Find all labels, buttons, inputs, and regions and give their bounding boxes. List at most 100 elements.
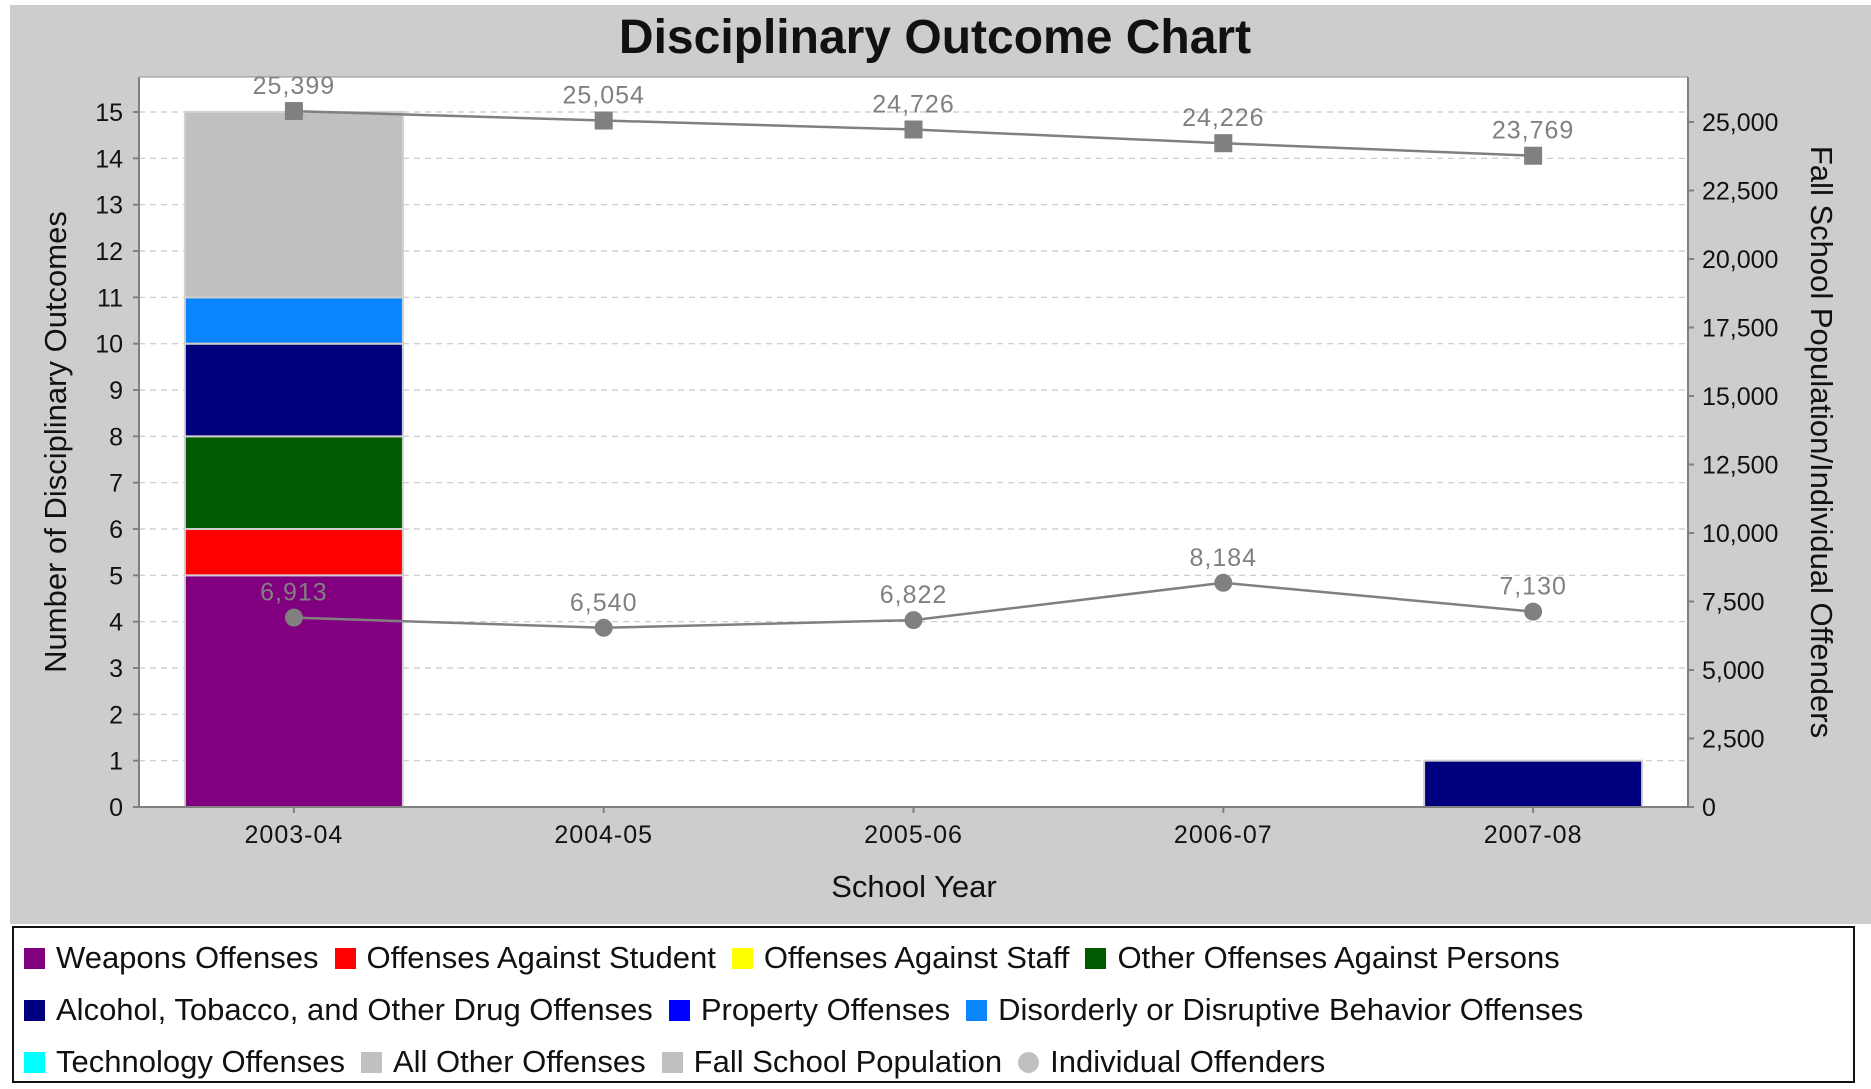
legend-item: Property Offenses <box>668 992 951 1028</box>
legend-item: Individual Offenders <box>1018 1044 1325 1080</box>
legend-label: Technology Offenses <box>56 1044 345 1079</box>
legend-label: Offenses Against Staff <box>763 940 1070 975</box>
y2-tick-label: 0 <box>1702 794 1716 822</box>
data-point-marker <box>1524 602 1543 621</box>
x-tick-label: 2004-05 <box>554 821 653 849</box>
data-point-marker <box>284 102 303 121</box>
data-label: 24,726 <box>872 91 954 119</box>
data-label: 6,913 <box>260 579 328 607</box>
y2-tick-label: 17,500 <box>1702 315 1778 343</box>
legend-swatch-icon <box>24 1051 45 1073</box>
chart-svg: Disciplinary Outcome Chart 25,399 25,054 2… <box>10 5 1871 924</box>
y-tick-label: 2 <box>109 701 123 729</box>
bar-segment <box>183 296 404 345</box>
x-tick-label: 2005-06 <box>864 821 963 849</box>
data-label: 7,130 <box>1499 573 1567 601</box>
y2-tick-label: 5,000 <box>1702 657 1765 685</box>
legend-swatch-icon <box>334 947 356 969</box>
x-tick-label: 2007-08 <box>1484 821 1583 849</box>
y-tick-label: 14 <box>95 145 123 173</box>
data-point-marker <box>904 120 923 139</box>
stacked-bars <box>183 111 1644 809</box>
bar-segment <box>183 528 404 577</box>
y2-tick-label: 12,500 <box>1702 452 1778 480</box>
legend-label: Weapons Offenses <box>56 940 319 975</box>
y2-tick-label: 2,500 <box>1702 726 1765 754</box>
legend-row: Weapons Offenses Offenses Against Student… <box>24 932 1853 984</box>
data-point-marker <box>594 618 613 637</box>
legend-item: All Other Offenses <box>360 1044 646 1080</box>
y-tick-label: 11 <box>97 284 123 312</box>
legend-item: Offenses Against Student <box>334 940 716 976</box>
y-tick-label: 3 <box>109 655 123 683</box>
y-tick-label: 13 <box>95 192 123 220</box>
legend-circle-icon <box>1018 1051 1040 1073</box>
y-tick-label: 1 <box>109 748 123 776</box>
legend-row: Alcohol, Tobacco, and Other Drug Offense… <box>24 984 1853 1036</box>
data-point-marker <box>904 611 923 630</box>
y-tick-label: 4 <box>109 609 123 637</box>
y-tick-label: 5 <box>109 562 123 590</box>
x-tick-label: 2006-07 <box>1174 821 1273 849</box>
data-label: 8,184 <box>1190 544 1258 572</box>
bar-segment <box>1423 759 1644 809</box>
data-label: 24,226 <box>1182 104 1264 132</box>
data-point-marker <box>1524 146 1543 165</box>
y-tick-label: 6 <box>109 516 123 544</box>
y-tick-label: 12 <box>95 238 123 266</box>
legend: Weapons Offenses Offenses Against Student… <box>12 926 1855 1083</box>
legend-swatch-icon <box>668 999 690 1021</box>
y-tick-label: 9 <box>109 377 123 405</box>
legend-row: Technology Offenses All Other Offenses Fal… <box>24 1036 1853 1088</box>
legend-swatch-icon <box>24 947 45 969</box>
y2-tick-label: 15,000 <box>1702 383 1778 411</box>
data-label: 25,054 <box>562 82 644 110</box>
legend-label: Fall School Population <box>693 1044 1003 1079</box>
data-label: 23,769 <box>1492 117 1574 145</box>
line-series: 25,399 25,054 24,726 24,226 23,769 6,913 6,540… <box>253 72 1574 637</box>
y2-tick-label: 7,500 <box>1702 589 1765 617</box>
legend-label: Disorderly or Disruptive Behavior Offens… <box>998 992 1584 1027</box>
y2-tick-label: 10,000 <box>1702 520 1778 548</box>
bar-segment <box>183 435 404 531</box>
y-tick-label: 7 <box>109 470 123 498</box>
x-tick-label: 2003-04 <box>245 821 344 849</box>
legend-swatch-icon <box>360 1051 382 1073</box>
data-label: 6,822 <box>880 581 948 609</box>
chart-title: Disciplinary Outcome Chart <box>619 11 1251 64</box>
legend-swatch-icon <box>966 999 988 1021</box>
y2-tick-label: 22,500 <box>1702 178 1778 206</box>
legend-item: Disorderly or Disruptive Behavior Offens… <box>966 992 1583 1028</box>
y-tick-label: 8 <box>109 423 123 451</box>
x-axis-title: School Year <box>831 869 996 904</box>
axes <box>133 76 1694 813</box>
legend-label: Alcohol, Tobacco, and Other Drug Offense… <box>56 992 653 1027</box>
legend-label: Offenses Against Student <box>366 940 716 975</box>
data-point-marker <box>594 111 613 130</box>
legend-item: Fall School Population <box>661 1044 1003 1080</box>
data-point-marker <box>284 608 303 627</box>
legend-swatch-icon <box>1085 947 1107 969</box>
legend-item: Other Offenses Against Persons <box>1085 940 1560 976</box>
y-tick-label: 0 <box>109 794 123 822</box>
data-point-marker <box>1214 573 1233 592</box>
data-label: 6,540 <box>570 589 638 617</box>
legend-label: All Other Offenses <box>392 1044 646 1079</box>
bar-segment <box>183 111 404 299</box>
legend-item: Weapons Offenses <box>24 940 319 976</box>
legend-swatch-icon <box>24 999 45 1021</box>
legend-item: Alcohol, Tobacco, and Other Drug Offense… <box>24 992 653 1028</box>
legend-label: Other Offenses Against Persons <box>1117 940 1560 975</box>
y2-axis-title: Fall School Population/Individual Offend… <box>1804 146 1839 738</box>
legend-item: Offenses Against Staff <box>731 940 1070 976</box>
y-axis-title: Number of Disciplinary Outcomes <box>38 211 73 673</box>
y-tick-label: 15 <box>95 99 123 127</box>
y2-tick-label: 25,000 <box>1702 109 1778 137</box>
legend-label: Property Offenses <box>700 992 951 1027</box>
data-label: 25,399 <box>253 72 335 100</box>
data-point-marker <box>1214 134 1233 153</box>
legend-label: Individual Offenders <box>1050 1044 1326 1079</box>
tick-labels: 012345678910111213141502,5005,0007,50010… <box>95 99 1778 849</box>
bar-segment <box>183 342 404 438</box>
